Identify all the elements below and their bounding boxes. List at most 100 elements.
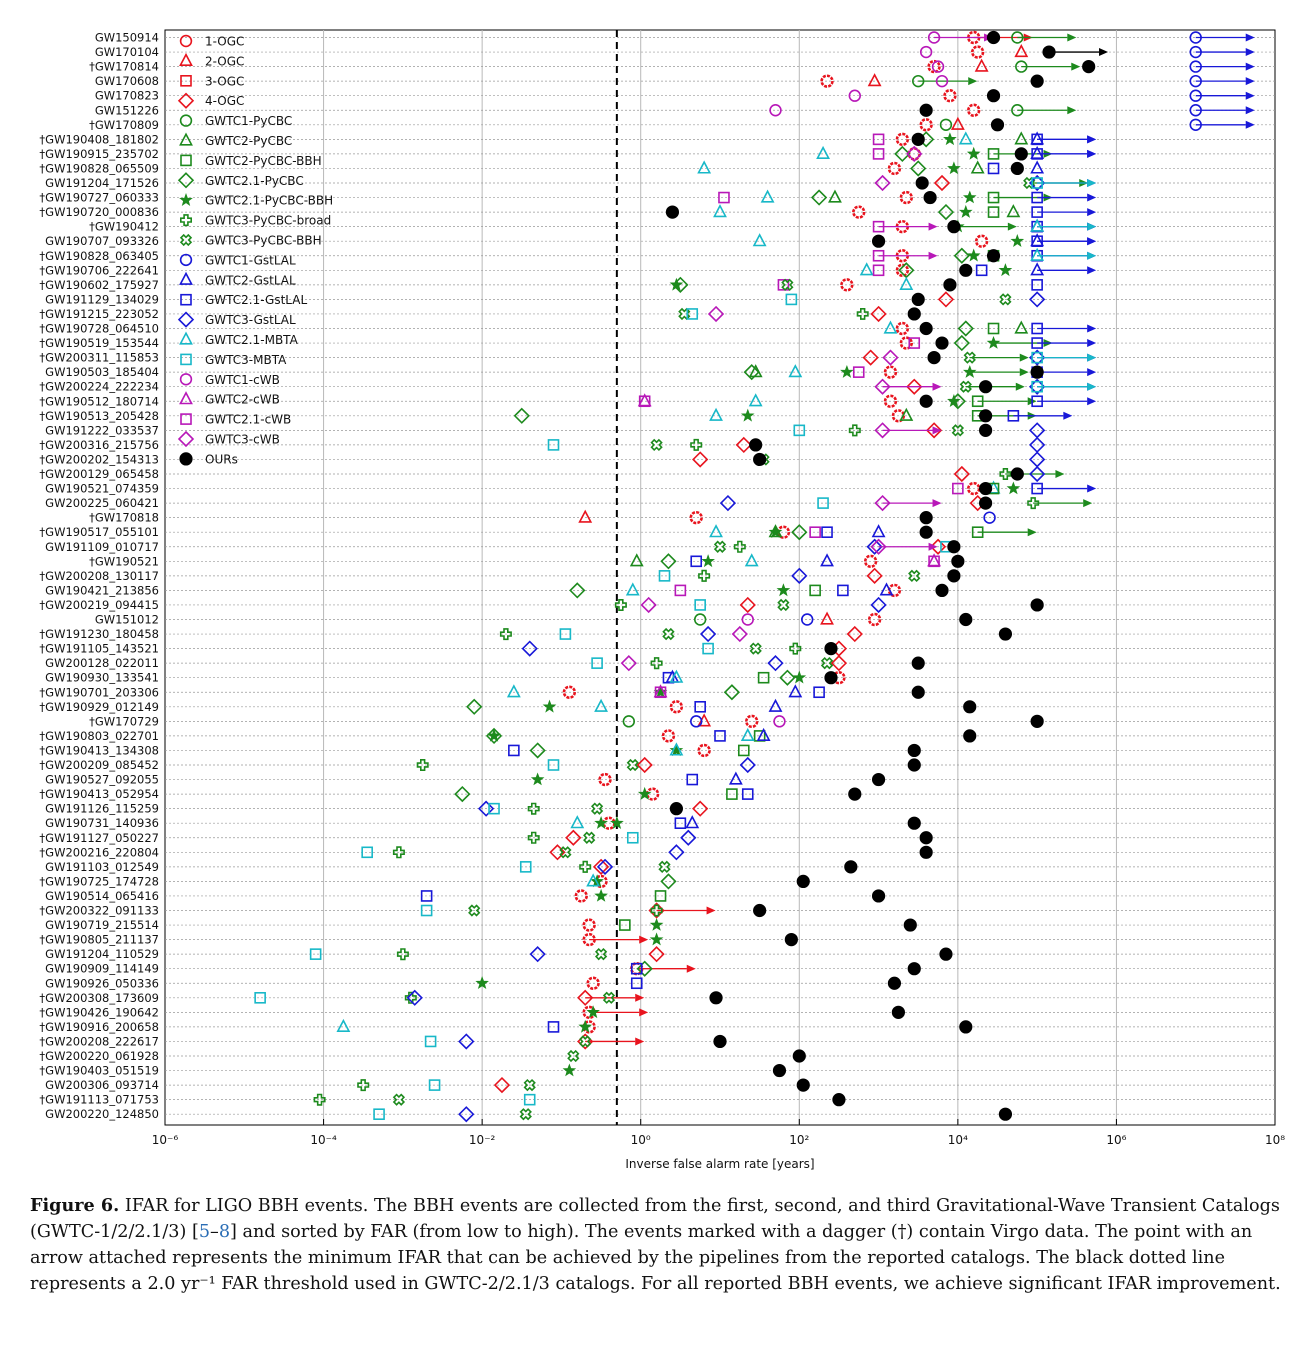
event-label: †GW170729	[89, 714, 159, 728]
marker-4-ogc	[933, 174, 951, 192]
marker-gwtc1-gstlal	[690, 715, 703, 728]
marker-gwtc3-pycbc-bbh	[650, 438, 663, 452]
marker-gwtc2-pycbc-bbh	[654, 890, 667, 902]
marker-gwtc3-pycbc-broad	[527, 802, 540, 815]
legend: 1-OGC 2-OGC 3-OGC 4-OGC GWTC1-PyCBC GWTC2-PyC…	[177, 35, 333, 466]
caption-ref-dash: –	[210, 1222, 219, 1242]
marker-gwtc2-1-cwb	[718, 191, 730, 204]
legend-entry: GWTC2.1-cWB	[180, 413, 291, 427]
marker-gwtc1-gstlal	[1189, 45, 1255, 59]
legend-label: GWTC2.1-cWB	[205, 413, 291, 427]
marker-1-ogc	[745, 714, 759, 729]
marker-ours	[919, 831, 933, 845]
marker-gwtc2-1-mbta	[748, 393, 763, 407]
marker-ours	[919, 845, 933, 859]
marker-1-ogc	[582, 918, 596, 932]
legend-entry: GWTC2-PyCBC-BBH	[180, 154, 322, 168]
marker-gwtc2-1-mbta	[744, 553, 759, 567]
marker-gwtc2-1-mbta	[669, 742, 684, 756]
marker-gwtc3-mbta	[519, 861, 532, 873]
marker-1-ogc	[840, 278, 854, 292]
marker-gwtc2-1-pycbc	[937, 203, 955, 221]
legend-entry: 3-OGC	[180, 74, 244, 88]
marker-ours	[713, 1034, 727, 1049]
min-ifar-arrowhead	[1245, 91, 1255, 100]
marker-ours	[919, 525, 933, 539]
marker-ours	[1030, 714, 1044, 728]
x-tick-label: 10⁻²	[469, 1133, 496, 1147]
marker-ours	[907, 743, 921, 758]
marker-ours	[832, 1093, 846, 1107]
marker-ours	[947, 569, 961, 583]
min-ifar-arrowhead	[1245, 48, 1255, 57]
event-label: GW200220_124850	[45, 1107, 159, 1121]
marker-gwtc2-1-pycbc	[454, 785, 471, 803]
marker-gwtc3-pycbc-broad	[313, 1093, 326, 1106]
event-label: †GW190803_022701	[39, 729, 159, 743]
marker-gwtc2-1-pycbc-bbh	[475, 976, 489, 990]
marker-gwtc2-cwb	[653, 684, 668, 698]
marker-gwtc2-1-pycbc-bbh	[998, 263, 1013, 277]
marker-gwtc3-gstlal	[739, 756, 756, 774]
marker-gwtc2-1-mbta	[958, 131, 973, 145]
marker-gwtc2-1-pycbc-bbh	[649, 917, 664, 931]
marker-4-ogc	[929, 538, 947, 555]
event-label: GW151012	[95, 613, 159, 627]
marker-ours	[753, 903, 767, 918]
marker-gwtc2-1-mbta	[570, 815, 585, 829]
marker-1-ogc	[899, 336, 914, 350]
event-labels: GW150914GW170104†GW170814GW170608GW17082…	[39, 31, 159, 1122]
min-ifar-arrowhead	[1087, 339, 1097, 348]
min-ifar-arrowhead	[928, 222, 938, 231]
marker-gwtc2-pycbc-bbh	[987, 206, 1000, 218]
marker-ours	[824, 671, 838, 685]
marker-gwtc2-1-cwb	[872, 133, 885, 146]
marker-gwtc2-1-cwb	[674, 584, 687, 597]
marker-gwtc2-gstlal	[685, 815, 700, 829]
marker-gwtc2-1-cwb	[638, 395, 651, 408]
marker-gwtc2-gstlal	[756, 727, 771, 742]
marker-gwtc3-mbta	[309, 948, 322, 960]
marker-gwtc3-gstlal	[1029, 291, 1046, 308]
marker-gwtc2-1-pycbc-bbh	[637, 786, 652, 800]
marker-gwtc2-1-gstlal	[1031, 279, 1043, 291]
marker-gwtc2-gstlal	[1030, 160, 1045, 174]
marker-gwtc3-gstlal	[477, 800, 495, 817]
legend-entry: 1-OGC	[179, 35, 244, 49]
marker-gwtc1-pycbc	[912, 74, 978, 88]
marker-gwtc2-1-pycbc	[660, 873, 677, 890]
marker-gwtc2-1-pycbc	[513, 407, 530, 424]
marker-ours	[1030, 74, 1044, 88]
event-label: †GW190519_153544	[39, 336, 159, 350]
marker-ours	[947, 540, 961, 554]
min-ifar-arrowhead	[706, 906, 716, 915]
marker-1-ogc	[887, 583, 902, 598]
marker-gwtc3-gstlal	[458, 1106, 475, 1123]
marker-ours	[907, 758, 921, 772]
marker-1-ogc	[927, 59, 941, 74]
marker-gwtc2-1-pycbc	[636, 960, 653, 977]
marker-1-ogc	[895, 132, 910, 147]
marker-gwtc2-1-pycbc-bbh	[542, 699, 557, 713]
x-tick-label: 10⁴	[948, 1133, 968, 1147]
legend-entry: GWTC3-cWB	[177, 430, 280, 448]
event-label: †GW191105_143521	[39, 642, 159, 656]
marker-ours	[927, 351, 941, 365]
marker-1-ogc	[582, 932, 649, 947]
marker-ours	[951, 554, 965, 568]
marker-ours	[919, 511, 933, 525]
marker-gwtc2-1-mbta	[594, 698, 608, 712]
marker-gwtc3-pycbc-broad	[614, 598, 627, 612]
min-ifar-arrowhead	[1087, 135, 1097, 144]
min-ifar-arrowhead	[1087, 208, 1097, 217]
caption-ref-5[interactable]: 5	[198, 1222, 211, 1242]
marker-1-ogc	[574, 889, 588, 903]
caption-ref-8[interactable]: 8	[218, 1222, 231, 1242]
event-label: †GW200316_215756	[39, 438, 159, 452]
min-ifar-arrowhead	[1063, 411, 1073, 420]
marker-ours	[979, 496, 993, 510]
marker-2-ogc	[867, 73, 882, 87]
marker-gwtc2-1-cwb	[777, 279, 790, 291]
marker-gwtc2-1-mbta	[506, 684, 521, 698]
x-tick-label: 10⁰	[631, 1133, 651, 1147]
